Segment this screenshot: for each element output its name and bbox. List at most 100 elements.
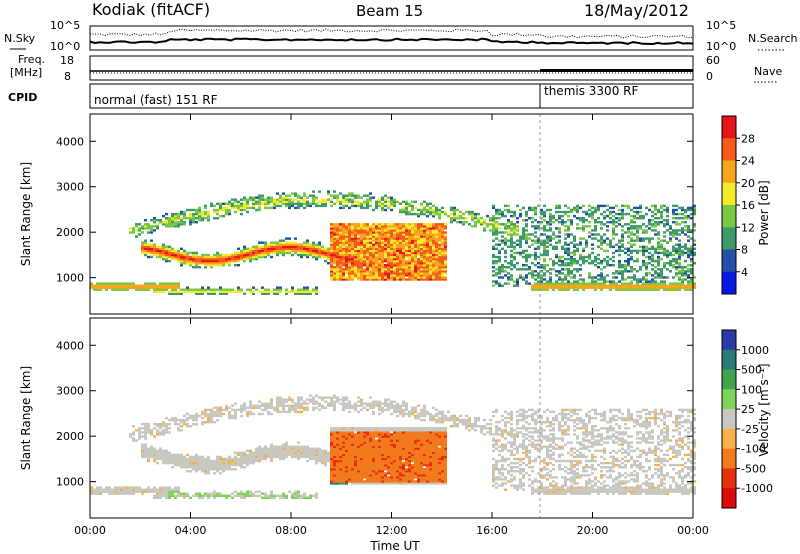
heatmap-cell <box>378 204 381 208</box>
heatmap-cell <box>168 423 171 426</box>
heatmap-cell <box>546 284 549 287</box>
heatmap-cell <box>666 262 669 265</box>
heatmap-cell <box>561 268 564 271</box>
heatmap-cell <box>570 221 573 224</box>
heatmap-cell <box>279 494 282 497</box>
heatmap-cell <box>402 249 405 253</box>
heatmap-cell <box>561 210 564 214</box>
heatmap-cell <box>603 210 606 214</box>
heatmap-cell <box>630 214 633 218</box>
heatmap-cell <box>174 249 177 253</box>
heatmap-cell <box>489 217 492 220</box>
heatmap-cell <box>345 468 348 471</box>
heatmap-cell <box>153 496 156 499</box>
heatmap-cell <box>300 453 303 457</box>
heatmap-cell <box>234 251 237 255</box>
heatmap-cell <box>534 225 537 228</box>
heatmap-cell <box>663 266 666 269</box>
heatmap-cell <box>144 247 147 250</box>
heatmap-cell <box>285 237 288 240</box>
heatmap-cell <box>432 274 435 277</box>
heatmap-cell <box>351 262 354 265</box>
heatmap-cell <box>687 288 690 291</box>
heatmap-cell <box>360 249 363 253</box>
heatmap-cell <box>168 427 171 430</box>
heatmap-cell <box>339 272 342 275</box>
heatmap-cell <box>237 461 240 465</box>
heatmap-cell <box>390 262 393 265</box>
heatmap-cell <box>366 259 369 263</box>
heatmap-cell <box>273 247 276 250</box>
heatmap-cell <box>651 268 654 271</box>
heatmap-cell <box>348 431 351 434</box>
heatmap-cell <box>363 268 366 271</box>
heatmap-cell <box>378 270 381 273</box>
heatmap-cell <box>189 459 192 463</box>
heatmap-cell <box>321 459 324 463</box>
heatmap-cell <box>540 243 543 246</box>
heatmap-cell <box>660 204 663 208</box>
heatmap-cell <box>282 202 285 205</box>
heatmap-cell <box>321 249 324 253</box>
heatmap-cell <box>429 202 432 205</box>
heatmap-cell <box>336 461 339 465</box>
heatmap-cell <box>399 223 402 226</box>
heatmap-cell <box>195 253 198 257</box>
heatmap-cell <box>318 449 321 452</box>
heatmap-cell <box>219 459 222 463</box>
heatmap-cell <box>678 243 681 246</box>
heatmap-cell <box>285 441 288 444</box>
heatmap-cell <box>405 241 408 244</box>
heatmap-cell <box>165 449 168 452</box>
heatmap-cell <box>381 270 384 273</box>
heatmap-cell <box>216 418 219 422</box>
heatmap-cell <box>387 231 390 234</box>
heatmap-cell <box>99 490 102 493</box>
heatmap-cell <box>660 286 663 289</box>
heatmap-cell <box>399 255 402 259</box>
heatmap-cell <box>537 227 540 230</box>
heatmap-cell <box>297 449 300 452</box>
heatmap-cell <box>249 461 252 465</box>
heatmap-cell <box>666 208 669 212</box>
heatmap-cell <box>303 200 306 203</box>
heatmap-cell <box>354 427 357 430</box>
heatmap-cell <box>351 276 354 279</box>
heatmap-cell <box>462 221 465 224</box>
heatmap-cell <box>345 478 348 481</box>
heatmap-cell <box>402 223 405 226</box>
heatmap-cell <box>351 272 354 275</box>
heatmap-cell <box>255 459 258 463</box>
heatmap-cell <box>600 237 603 240</box>
heatmap-cell <box>300 496 303 499</box>
heatmap-cell <box>219 463 222 467</box>
heatmap-cell <box>678 233 681 236</box>
heatmap-cell <box>267 292 270 295</box>
heatmap-cell <box>561 284 564 287</box>
heatmap-cell <box>687 274 690 277</box>
heatmap-cell <box>519 274 522 277</box>
heatmap-cell <box>423 272 426 275</box>
heatmap-cell <box>567 257 570 261</box>
heatmap-cell <box>513 280 516 283</box>
heatmap-cell <box>546 286 549 289</box>
heatmap-cell <box>396 239 399 242</box>
heatmap-cell <box>492 245 495 248</box>
heatmap-cell <box>414 233 417 236</box>
heatmap-cell <box>294 206 297 210</box>
heatmap-cell <box>273 406 276 409</box>
heatmap-cell <box>141 449 144 452</box>
heatmap-cell <box>330 274 333 277</box>
heatmap-cell <box>426 235 429 238</box>
heatmap-cell <box>336 233 339 236</box>
heatmap-cell <box>156 284 159 287</box>
heatmap-cell <box>159 488 162 491</box>
heatmap-cell <box>693 223 696 226</box>
heatmap-cell <box>132 227 135 230</box>
heatmap-cell <box>417 276 420 279</box>
heatmap-cell <box>318 243 321 246</box>
heatmap-cell <box>423 270 426 273</box>
heatmap-cell <box>621 266 624 269</box>
heatmap-cell <box>375 251 378 255</box>
heatmap-cell <box>507 227 510 230</box>
